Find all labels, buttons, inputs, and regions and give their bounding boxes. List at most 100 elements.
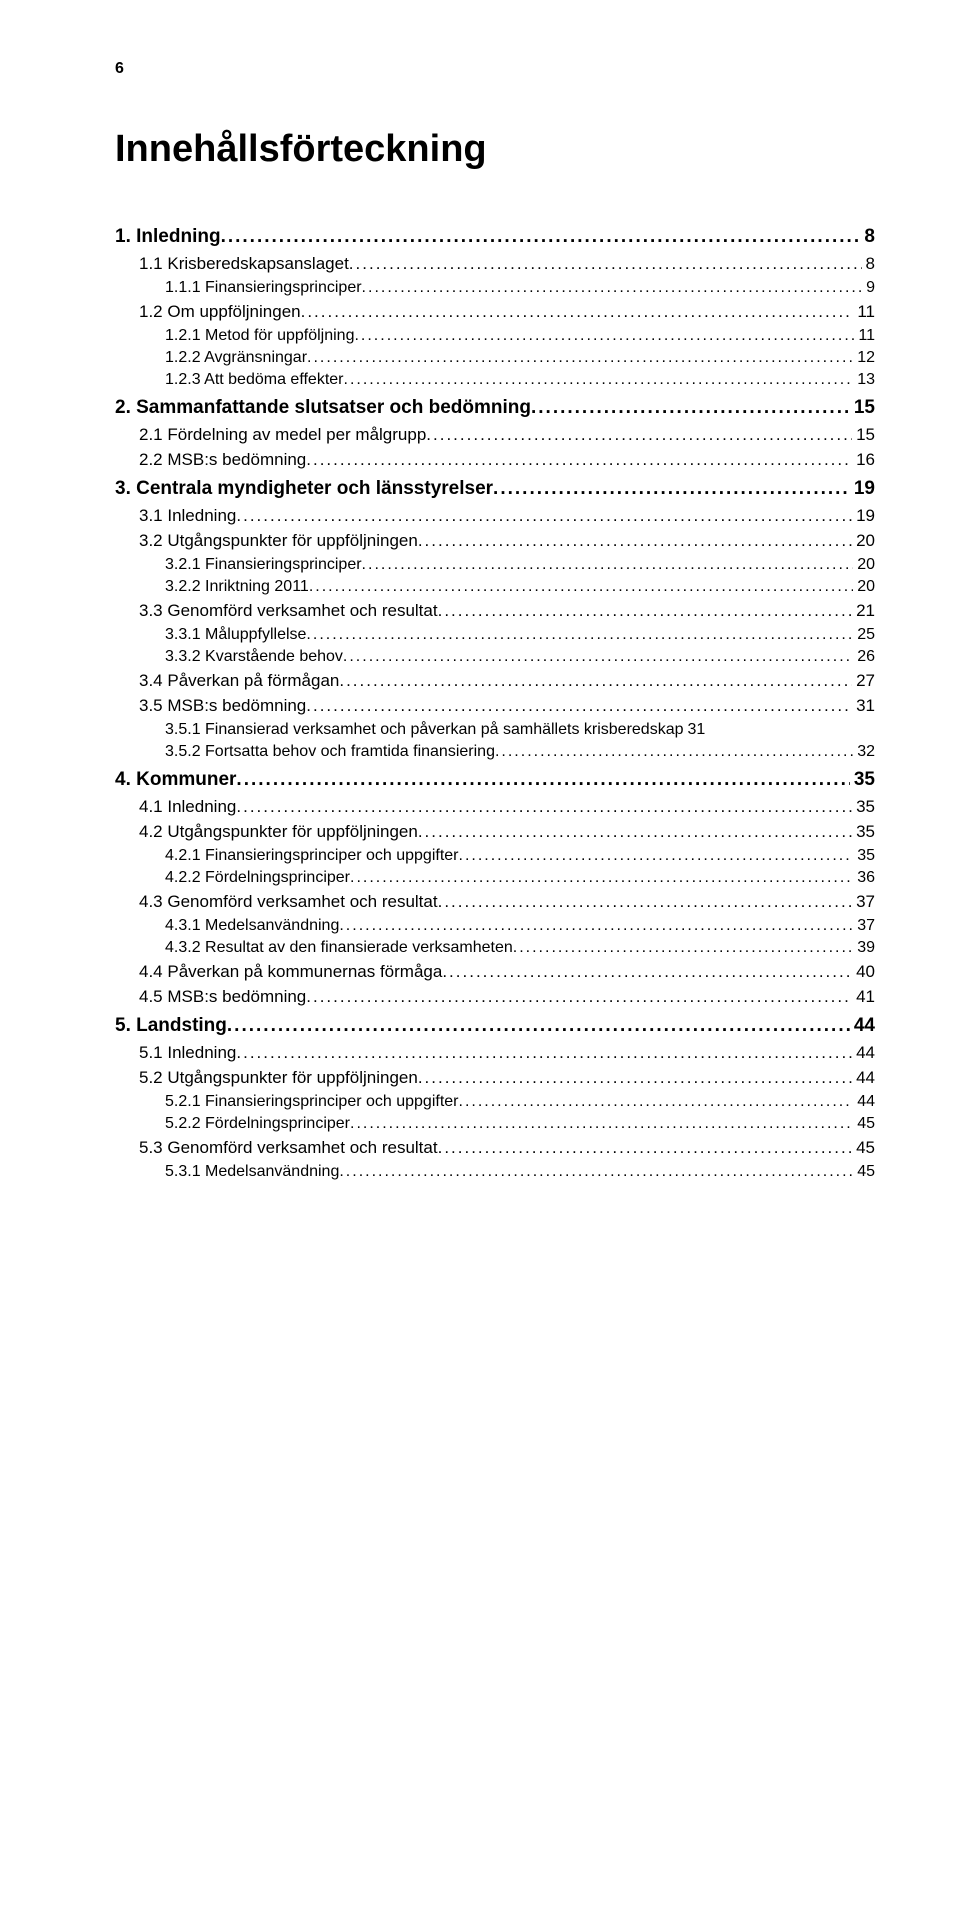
toc-page-number: 13 [853,371,875,389]
toc-label: 3.3 Genomförd verksamhet och resultat [139,601,438,621]
toc-entry: 3.5.2 Fortsatta behov och framtida finan… [115,743,875,761]
toc-page-number: 20 [853,578,875,596]
toc-leader [354,327,854,345]
toc-entry: 2. Sammanfattande slutsatser och bedömni… [115,397,875,419]
toc-label: 5.3.1 Medelsanvändning [165,1163,339,1181]
toc-label: 1. Inledning [115,226,221,248]
toc-entry: 4.1 Inledning35 [115,797,875,817]
toc-label: 3.4 Påverkan på förmågan [139,671,339,691]
toc-entry: 3.1 Inledning19 [115,506,875,526]
toc-page-number: 20 [853,556,875,574]
toc-label: 4.2 Utgångspunkter för uppföljningen [139,822,418,842]
toc-entry: 4.2 Utgångspunkter för uppföljningen 35 [115,822,875,842]
toc-label: 1.1 Krisberedskapsanslaget [139,254,349,274]
toc-page-number: 40 [852,962,875,982]
toc-leader [362,279,863,297]
toc-leader [459,1093,854,1111]
toc-label: 3. Centrala myndigheter och länsstyrelse… [115,478,493,500]
toc-label: 4. Kommuner [115,769,236,791]
toc-leader [306,696,852,716]
toc-label: 4.2.2 Fördelningsprinciper [165,869,350,887]
doc-title: Innehållsförteckning [115,128,875,171]
toc-entry: 5.1 Inledning 44 [115,1043,875,1063]
toc-leader [339,671,852,691]
toc-label: 4.3.2 Resultat av den finansierade verks… [165,939,513,957]
toc-label: 4.5 MSB:s bedömning [139,987,306,1007]
toc-leader [459,847,854,865]
document-page: 6 Innehållsförteckning 1. Inledning81.1 … [0,0,960,1245]
toc-label: 2. Sammanfattande slutsatser och bedömni… [115,397,531,419]
toc-entry: 1.2.3 Att bedöma effekter13 [115,371,875,389]
toc-leader [309,578,853,596]
toc-entry: 5.2.2 Fördelningsprinciper 45 [115,1115,875,1133]
toc-label: 5.2.2 Fördelningsprinciper [165,1115,350,1133]
toc-entry: 3. Centrala myndigheter och länsstyrelse… [115,478,875,500]
toc-label: 4.3.1 Medelsanvändning [165,917,339,935]
toc-label: 1.2.2 Avgränsningar [165,349,307,367]
toc-leader [236,769,849,791]
toc-leader [339,1163,853,1181]
toc-leader [438,892,852,912]
toc-page-number: 35 [852,822,875,842]
toc-page-number: 15 [852,425,875,445]
toc-label: 3.3.1 Måluppfyllelse [165,626,306,644]
toc-entry: 5.2.1 Finansieringsprinciper och uppgift… [115,1093,875,1111]
toc-label: 3.5.1 Finansierad verksamhet och påverka… [165,721,684,739]
toc-entry: 5.2 Utgångspunkter för uppföljningen44 [115,1068,875,1088]
toc-leader [344,371,854,389]
toc-leader [306,626,853,644]
toc-leader [236,797,852,817]
toc-entry: 4.4 Påverkan på kommunernas förmåga40 [115,962,875,982]
toc-page-number: 20 [852,531,875,551]
toc-label: 5.1 Inledning [139,1043,236,1063]
toc-page-number: 37 [852,892,875,912]
toc-page-number: 39 [853,939,875,957]
toc-leader [236,1043,852,1063]
toc-entry: 4.2.1 Finansieringsprinciper och uppgift… [115,847,875,865]
toc-leader [493,478,850,500]
toc-leader [442,962,852,982]
toc-label: 3.3.2 Kvarstående behov [165,648,343,666]
toc-leader [306,450,852,470]
toc-label: 4.3 Genomförd verksamhet och resultat [139,892,438,912]
toc-page-number: 8 [862,254,875,274]
toc-leader [418,531,852,551]
toc-entry: 3.3.1 Måluppfyllelse25 [115,626,875,644]
toc-page-number: 12 [853,349,875,367]
toc-page-number: 21 [852,601,875,621]
toc-entry: 2.1 Fördelning av medel per målgrupp15 [115,425,875,445]
toc-entry: 3.3.2 Kvarstående behov 26 [115,648,875,666]
toc-label: 4.1 Inledning [139,797,236,817]
toc-entry: 3.2.1 Finansieringsprinciper20 [115,556,875,574]
toc-page-number: 36 [853,869,875,887]
toc-leader [301,302,854,322]
toc-entry: 3.5 MSB:s bedömning31 [115,696,875,716]
toc-page-number: 11 [854,327,875,345]
toc-entry: 1.2.1 Metod för uppföljning 11 [115,327,875,345]
toc-leader [418,1068,852,1088]
toc-page-number: 41 [852,987,875,1007]
toc-leader [236,506,852,526]
toc-leader [306,987,852,1007]
toc-entry: 1.2 Om uppföljningen11 [115,302,875,322]
toc-entry: 4. Kommuner35 [115,769,875,791]
toc-page-number: 44 [853,1093,875,1111]
toc-page-number: 44 [852,1043,875,1063]
toc-entry: 1. Inledning8 [115,226,875,248]
toc-page-number: 37 [853,917,875,935]
toc-page-number: 45 [853,1115,875,1133]
toc-page-number: 19 [850,478,875,500]
toc-page-number: 26 [853,648,875,666]
toc-page-number: 32 [853,743,875,761]
toc-entry: 3.5.1 Finansierad verksamhet och påverka… [115,721,875,739]
toc-label: 1.2 Om uppföljningen [139,302,301,322]
toc-page-number: 16 [852,450,875,470]
toc-label: 3.2.2 Inriktning 2011 [165,578,309,596]
toc-label: 3.1 Inledning [139,506,236,526]
toc-label: 5.2.1 Finansieringsprinciper och uppgift… [165,1093,459,1111]
toc-label: 5.3 Genomförd verksamhet och resultat [139,1138,438,1158]
toc-label: 5.2 Utgångspunkter för uppföljningen [139,1068,418,1088]
toc-label: 4.2.1 Finansieringsprinciper och uppgift… [165,847,459,865]
toc-entry: 3.3 Genomförd verksamhet och resultat 21 [115,601,875,621]
toc-label: 1.2.1 Metod för uppföljning [165,327,354,345]
